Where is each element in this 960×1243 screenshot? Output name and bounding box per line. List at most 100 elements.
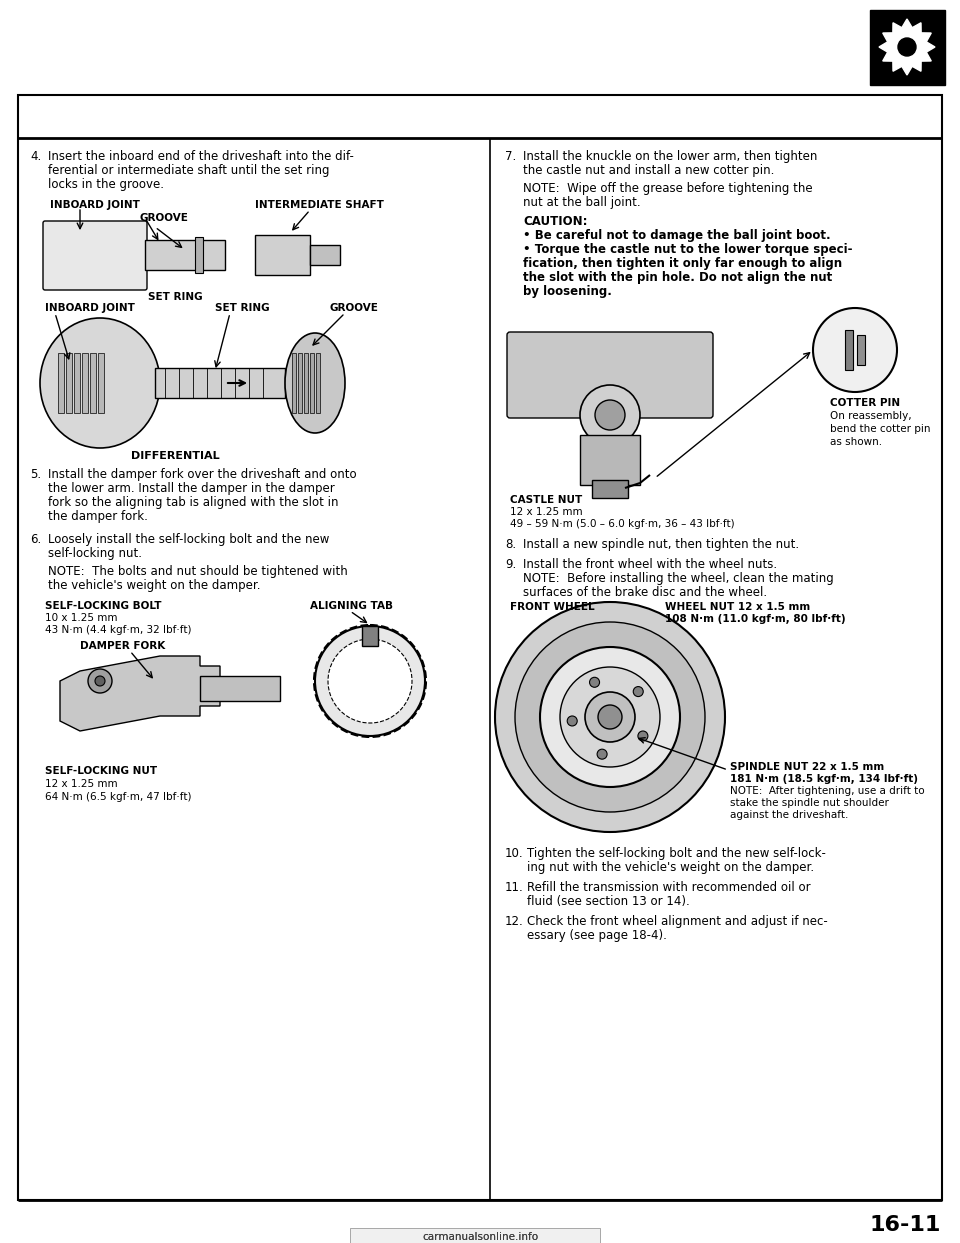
Polygon shape xyxy=(60,656,220,731)
Bar xyxy=(362,626,378,646)
Bar xyxy=(255,235,310,275)
Text: 16-11: 16-11 xyxy=(870,1214,942,1236)
Circle shape xyxy=(634,686,643,696)
Text: by loosening.: by loosening. xyxy=(523,285,612,298)
Ellipse shape xyxy=(285,333,345,433)
Text: 12.: 12. xyxy=(505,915,524,929)
Bar xyxy=(304,353,308,413)
Bar xyxy=(195,237,203,273)
Text: WHEEL NUT 12 x 1.5 mm: WHEEL NUT 12 x 1.5 mm xyxy=(665,602,810,612)
Text: Install the damper fork over the driveshaft and onto: Install the damper fork over the drivesh… xyxy=(48,469,356,481)
Text: 64 N·m (6.5 kgf·m, 47 lbf·ft): 64 N·m (6.5 kgf·m, 47 lbf·ft) xyxy=(45,792,191,802)
Text: as shown.: as shown. xyxy=(830,438,882,447)
Text: NOTE:  The bolts and nut should be tightened with: NOTE: The bolts and nut should be tighte… xyxy=(48,566,348,578)
Text: 7.: 7. xyxy=(505,150,516,163)
Text: fork so the aligning tab is aligned with the slot in: fork so the aligning tab is aligned with… xyxy=(48,496,339,508)
Bar xyxy=(98,353,104,413)
Text: 10.: 10. xyxy=(505,846,523,860)
Bar xyxy=(155,368,285,398)
Circle shape xyxy=(597,750,607,759)
Text: NOTE:  Wipe off the grease before tightening the: NOTE: Wipe off the grease before tighten… xyxy=(523,181,812,195)
Text: SET RING: SET RING xyxy=(148,292,203,302)
Circle shape xyxy=(495,602,725,832)
Text: 5.: 5. xyxy=(30,469,41,481)
Text: NOTE:  After tightening, use a drift to: NOTE: After tightening, use a drift to xyxy=(730,786,924,796)
Text: the castle nut and install a new cotter pin.: the castle nut and install a new cotter … xyxy=(523,164,775,177)
Text: Tighten the self-locking bolt and the new self-lock-: Tighten the self-locking bolt and the ne… xyxy=(527,846,826,860)
Text: surfaces of the brake disc and the wheel.: surfaces of the brake disc and the wheel… xyxy=(523,585,767,599)
Bar xyxy=(350,1228,600,1243)
Bar xyxy=(592,480,628,498)
Text: COTTER PIN: COTTER PIN xyxy=(830,398,900,408)
Text: carmanualsonline.info: carmanualsonline.info xyxy=(422,1232,538,1242)
Circle shape xyxy=(328,639,412,723)
Text: 43 N·m (4.4 kgf·m, 32 lbf·ft): 43 N·m (4.4 kgf·m, 32 lbf·ft) xyxy=(45,625,191,635)
Bar xyxy=(74,353,80,413)
Text: SET RING: SET RING xyxy=(215,303,270,313)
Text: 9.: 9. xyxy=(505,558,516,571)
Bar xyxy=(857,336,865,365)
Bar xyxy=(145,240,225,270)
Circle shape xyxy=(95,676,105,686)
Text: INTERMEDIATE SHAFT: INTERMEDIATE SHAFT xyxy=(255,200,384,210)
Circle shape xyxy=(88,669,112,694)
Bar xyxy=(58,353,64,413)
Bar xyxy=(82,353,88,413)
Text: INBOARD JOINT: INBOARD JOINT xyxy=(45,303,134,313)
Text: essary (see page 18-4).: essary (see page 18-4). xyxy=(527,929,667,942)
Bar xyxy=(66,353,72,413)
Circle shape xyxy=(585,692,635,742)
Bar xyxy=(200,676,280,701)
Text: DAMPER FORK: DAMPER FORK xyxy=(80,641,165,651)
Text: 181 N·m (18.5 kgf·m, 134 lbf·ft): 181 N·m (18.5 kgf·m, 134 lbf·ft) xyxy=(730,774,918,784)
Bar xyxy=(310,245,340,265)
Bar xyxy=(870,10,945,85)
Text: SELF-LOCKING BOLT: SELF-LOCKING BOLT xyxy=(45,602,161,612)
Text: carmanualsonline.info: carmanualsonline.info xyxy=(422,1232,538,1242)
Circle shape xyxy=(567,716,577,726)
Text: CAUTION:: CAUTION: xyxy=(523,215,588,227)
Text: bend the cotter pin: bend the cotter pin xyxy=(830,424,930,434)
Circle shape xyxy=(898,39,916,56)
Text: nut at the ball joint.: nut at the ball joint. xyxy=(523,196,640,209)
Text: ferential or intermediate shaft until the set ring: ferential or intermediate shaft until th… xyxy=(48,164,329,177)
Text: Loosely install the self-locking bolt and the new: Loosely install the self-locking bolt an… xyxy=(48,533,329,546)
Text: SPINDLE NUT 22 x 1.5 mm: SPINDLE NUT 22 x 1.5 mm xyxy=(730,762,884,772)
Text: 8.: 8. xyxy=(505,538,516,551)
Text: INBOARD JOINT: INBOARD JOINT xyxy=(50,200,140,210)
Circle shape xyxy=(589,677,600,687)
Text: fication, then tighten it only far enough to align: fication, then tighten it only far enoug… xyxy=(523,257,842,270)
Circle shape xyxy=(315,626,425,736)
Text: ing nut with the vehicle's weight on the damper.: ing nut with the vehicle's weight on the… xyxy=(527,861,814,874)
Bar xyxy=(18,94,942,1199)
Ellipse shape xyxy=(40,318,160,447)
Text: self-locking nut.: self-locking nut. xyxy=(48,547,142,561)
Bar xyxy=(580,435,640,485)
Circle shape xyxy=(813,308,897,392)
Text: Install the front wheel with the wheel nuts.: Install the front wheel with the wheel n… xyxy=(523,558,778,571)
FancyBboxPatch shape xyxy=(43,221,147,290)
Text: the vehicle's weight on the damper.: the vehicle's weight on the damper. xyxy=(48,579,260,592)
Polygon shape xyxy=(879,19,935,75)
Text: 6.: 6. xyxy=(30,533,41,546)
Bar xyxy=(90,353,96,413)
Circle shape xyxy=(637,731,648,741)
Text: Check the front wheel alignment and adjust if nec-: Check the front wheel alignment and adju… xyxy=(527,915,828,929)
Bar xyxy=(316,353,320,413)
Circle shape xyxy=(580,385,640,445)
Text: NOTE:  Before installing the wheel, clean the mating: NOTE: Before installing the wheel, clean… xyxy=(523,572,833,585)
Text: • Be careful not to damage the ball joint boot.: • Be careful not to damage the ball join… xyxy=(523,229,830,242)
Text: Insert the inboard end of the driveshaft into the dif-: Insert the inboard end of the driveshaft… xyxy=(48,150,354,163)
Text: Install a new spindle nut, then tighten the nut.: Install a new spindle nut, then tighten … xyxy=(523,538,799,551)
Text: ALIGNING TAB: ALIGNING TAB xyxy=(310,602,393,612)
Text: • Torque the castle nut to the lower torque speci-: • Torque the castle nut to the lower tor… xyxy=(523,242,852,256)
Text: 12 x 1.25 mm: 12 x 1.25 mm xyxy=(45,779,118,789)
Text: against the driveshaft.: against the driveshaft. xyxy=(730,810,849,820)
Text: 11.: 11. xyxy=(505,881,524,894)
Text: Install the knuckle on the lower arm, then tighten: Install the knuckle on the lower arm, th… xyxy=(523,150,817,163)
Text: FRONT WHEEL: FRONT WHEEL xyxy=(510,602,594,612)
Text: GROOVE: GROOVE xyxy=(330,303,379,313)
Text: stake the spindle nut shoulder: stake the spindle nut shoulder xyxy=(730,798,889,808)
Text: the damper fork.: the damper fork. xyxy=(48,510,148,523)
Text: 10 x 1.25 mm: 10 x 1.25 mm xyxy=(45,613,117,623)
